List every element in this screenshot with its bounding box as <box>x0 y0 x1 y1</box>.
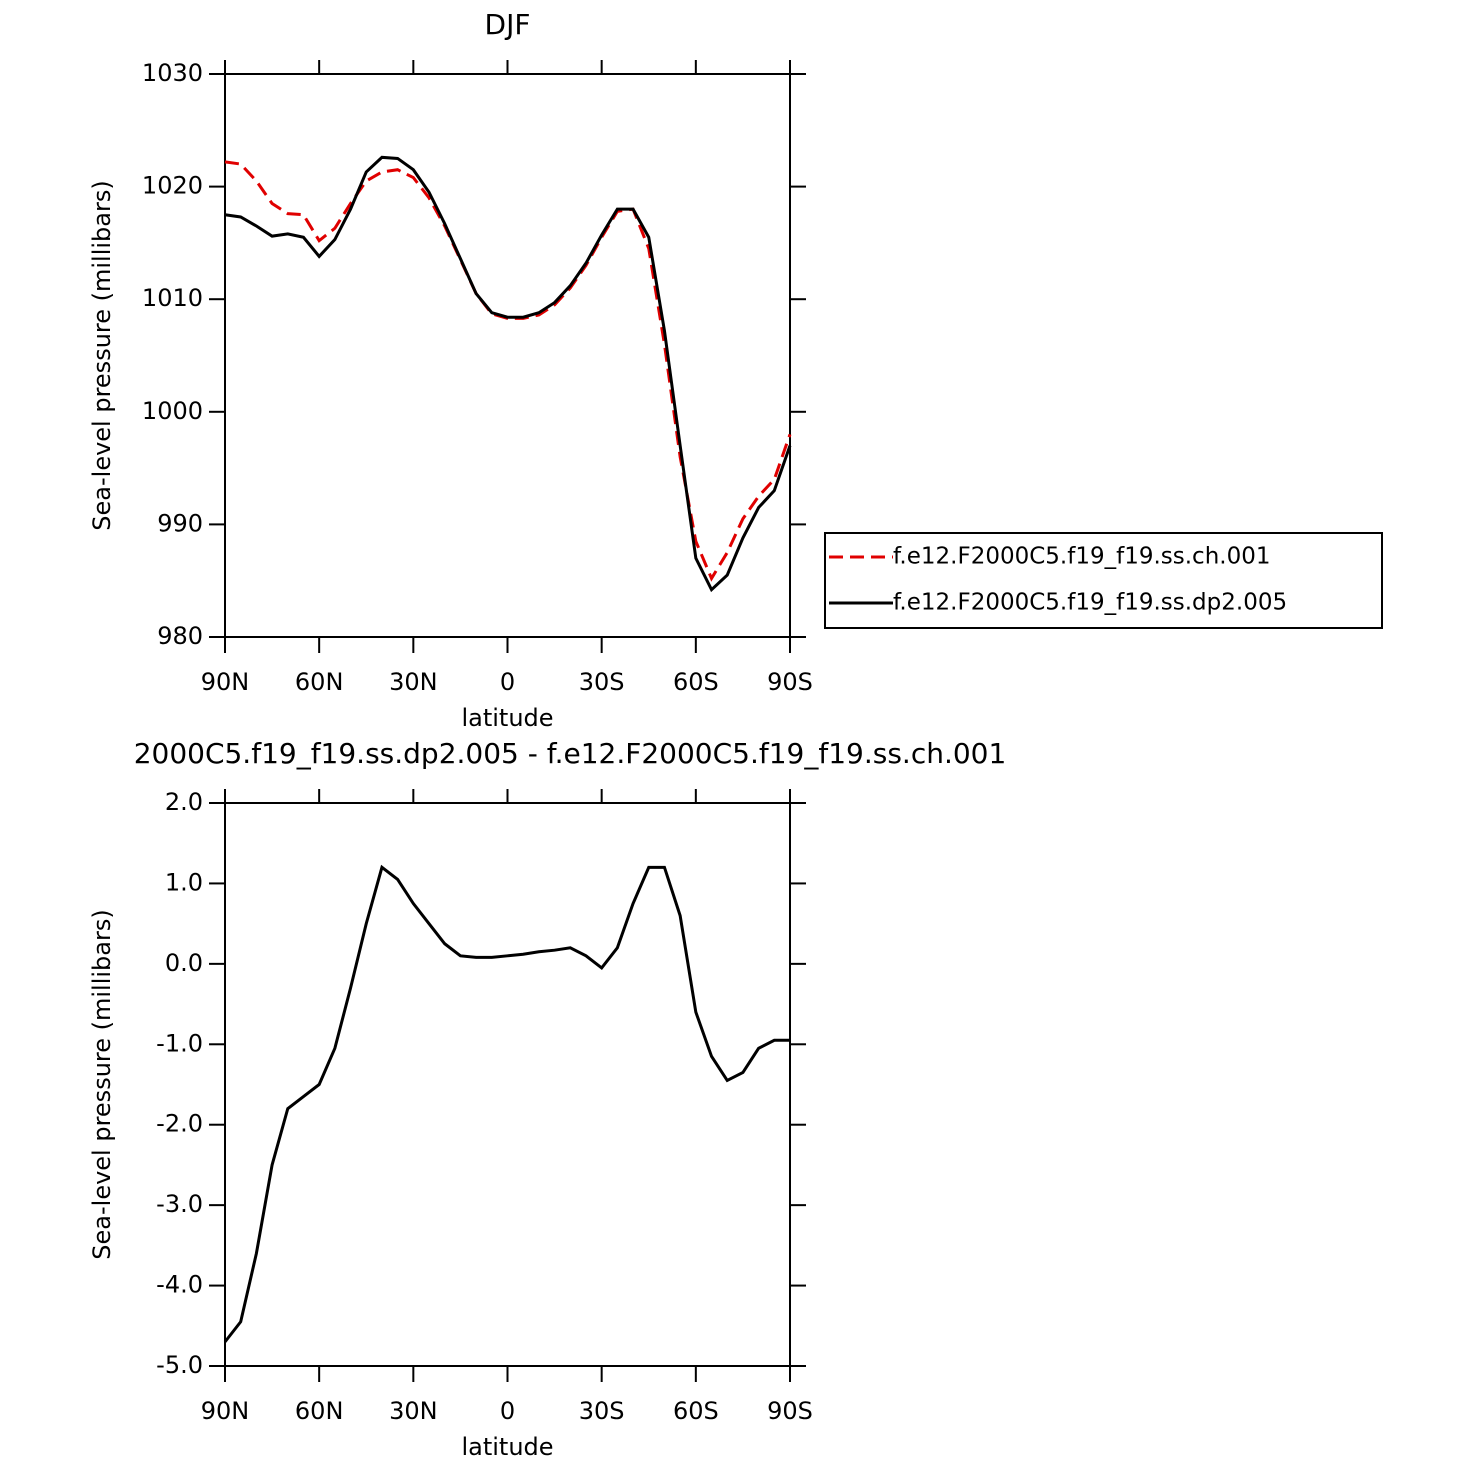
y-tick-label: 1010 <box>142 284 203 312</box>
chart-title: DJF <box>485 8 531 41</box>
legend-box <box>824 532 1383 629</box>
x-tick-label: 90N <box>201 1397 250 1425</box>
x-tick-label: 90N <box>201 668 250 696</box>
x-tick-label: 90S <box>767 668 813 696</box>
y-tick-label: 1030 <box>142 59 203 87</box>
data-line <box>224 155 792 593</box>
y-tick-label: -2.0 <box>156 1110 203 1138</box>
y-axis-label: Sea-level pressure (millibars) <box>88 180 116 530</box>
y-tick-label: -4.0 <box>156 1271 203 1299</box>
legend-label: f.e12.F2000C5.f19_f19.ss.ch.001 <box>893 544 1270 570</box>
y-axis-label: Sea-level pressure (millibars) <box>88 909 116 1259</box>
x-tick-label: 30N <box>389 668 438 696</box>
x-tick-label: 30S <box>579 668 625 696</box>
y-tick-label: -5.0 <box>156 1351 203 1379</box>
x-tick-label: 30S <box>579 1397 625 1425</box>
legend-label: f.e12.F2000C5.f19_f19.ss.dp2.005 <box>893 590 1287 616</box>
x-axis-label: latitude <box>461 704 553 732</box>
x-tick-label: 0 <box>500 668 515 696</box>
plot-frame <box>224 73 791 638</box>
y-tick-label: -3.0 <box>156 1190 203 1218</box>
x-tick-label: 60N <box>295 1397 344 1425</box>
x-tick-label: 30N <box>389 1397 438 1425</box>
x-tick-label: 60N <box>295 668 344 696</box>
y-tick-label: 1.0 <box>165 868 203 896</box>
y-tick-label: 990 <box>157 509 203 537</box>
y-tick-label: 2.0 <box>165 788 203 816</box>
y-tick-label: -1.0 <box>156 1029 203 1057</box>
x-tick-label: 0 <box>500 1397 515 1425</box>
x-tick-label: 60S <box>673 1397 719 1425</box>
data-line <box>224 160 792 582</box>
plot-frame <box>224 802 791 1367</box>
x-tick-label: 60S <box>673 668 719 696</box>
y-tick-label: 0.0 <box>165 949 203 977</box>
y-tick-label: 980 <box>157 622 203 650</box>
chart-title: 2000C5.f19_f19.ss.dp2.005 - f.e12.F2000C… <box>134 737 1007 770</box>
data-line <box>223 864 790 1343</box>
y-tick-label: 1000 <box>142 397 203 425</box>
y-tick-label: 1020 <box>142 172 203 200</box>
x-axis-label: latitude <box>461 1433 553 1461</box>
x-tick-label: 90S <box>767 1397 813 1425</box>
